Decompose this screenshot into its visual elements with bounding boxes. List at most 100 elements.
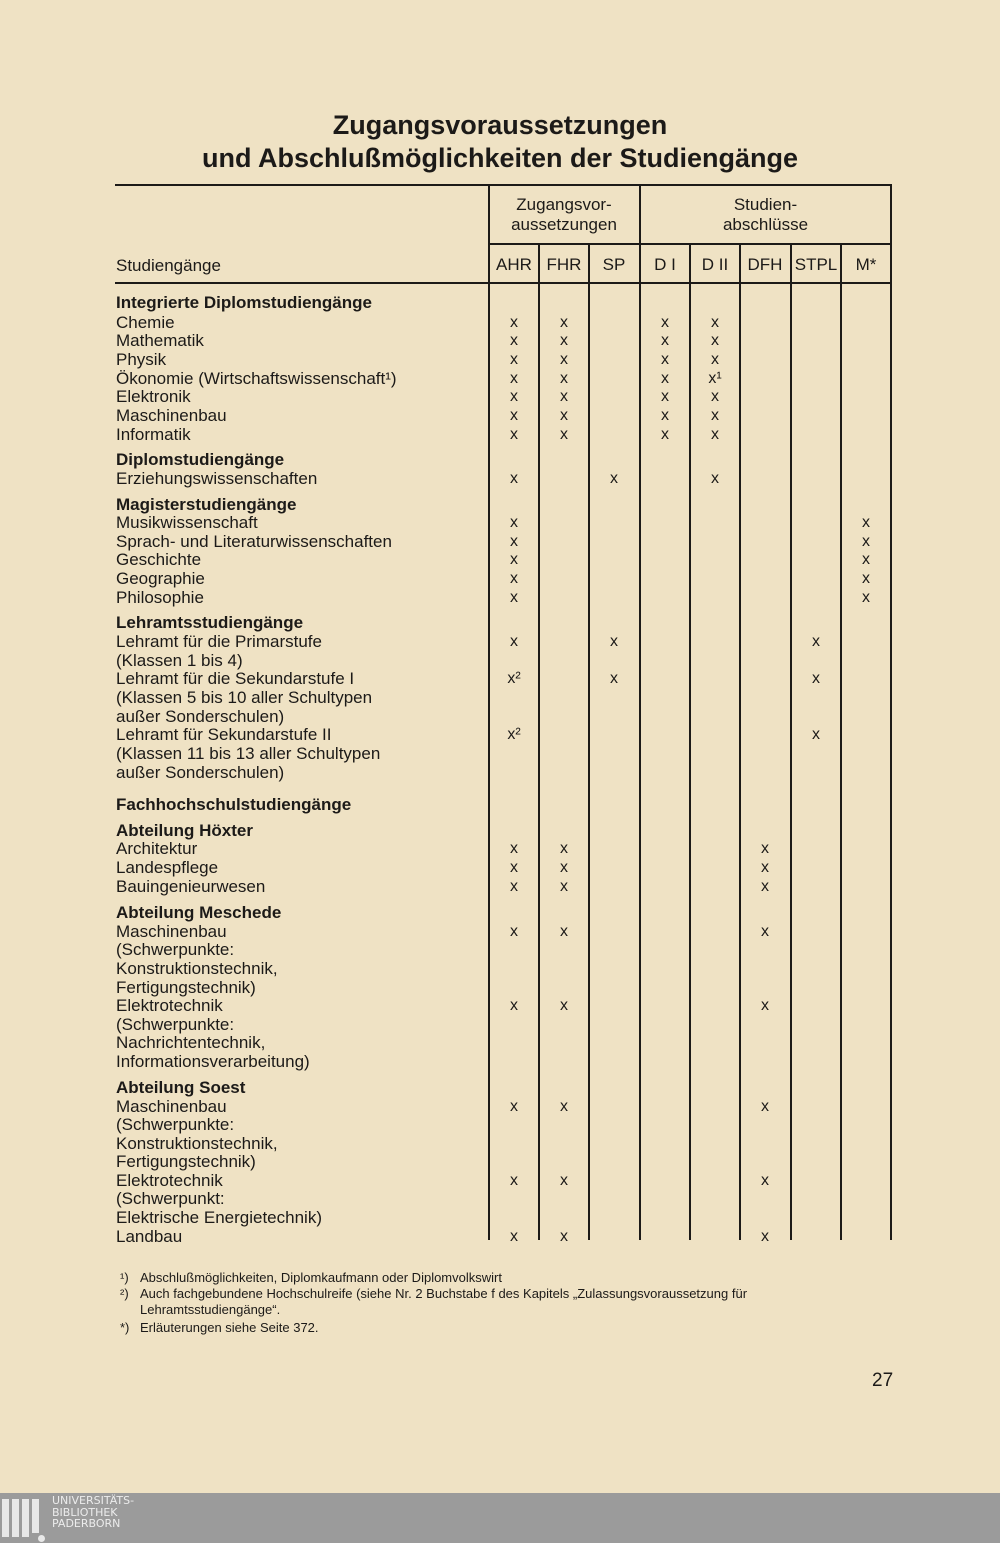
cell-mark: x xyxy=(761,1172,769,1189)
column-rule xyxy=(488,184,490,1240)
section-heading: Abteilung Meschede xyxy=(116,903,282,922)
table-row-label: Landbau xyxy=(116,1227,183,1246)
cell-mark: x xyxy=(510,1228,518,1245)
footnote-2: ²) Auch fachgebundene Hochschulreife (sie… xyxy=(120,1286,748,1301)
table-row-label: (Schwerpunkte: xyxy=(116,1015,235,1034)
cell-mark: x xyxy=(510,1172,518,1189)
cell-mark: x xyxy=(560,878,568,895)
cell-mark: x xyxy=(761,859,769,876)
column-header: D II xyxy=(701,255,729,274)
cell-mark: x xyxy=(510,407,518,424)
table-row-label: Elektrotechnik xyxy=(116,996,223,1015)
cell-mark: x xyxy=(510,370,518,387)
cell-mark: x xyxy=(510,997,518,1014)
cell-mark: x¹ xyxy=(708,370,722,387)
table-row-label: Konstruktionstechnik, xyxy=(116,959,278,978)
group-header-zugang: Zugangsvor- aussetzungen xyxy=(511,195,617,234)
section-heading: Abteilung Soest xyxy=(116,1078,246,1097)
table-row-label: Philosophie xyxy=(116,588,204,607)
footnote-star: *) Erläuterungen siehe Seite 372. xyxy=(120,1320,319,1335)
table-row-label: Erziehungswissenschaften xyxy=(116,469,318,488)
cell-mark: x xyxy=(510,314,518,331)
table-row-label: Geographie xyxy=(116,569,205,588)
cell-mark: x xyxy=(711,407,719,424)
cell-mark: x xyxy=(510,388,518,405)
section-heading: Diplomstudiengänge xyxy=(116,450,285,469)
table-row-label: Informatik xyxy=(116,425,191,444)
table-row-label: Elektrische Energietechnik) xyxy=(116,1208,322,1227)
column-rule xyxy=(739,243,741,1240)
group-header-abschluesse: Studien- abschlüsse xyxy=(722,195,809,234)
cell-mark: x xyxy=(661,332,669,349)
cell-mark: x xyxy=(610,470,618,487)
cell-mark: x xyxy=(711,351,719,368)
cell-mark: x xyxy=(711,470,719,487)
cell-mark: x xyxy=(761,997,769,1014)
table-row-label: Physik xyxy=(116,350,167,369)
table-row-label: (Schwerpunkt: xyxy=(116,1189,225,1208)
column-rule xyxy=(639,184,641,1240)
cell-mark: x xyxy=(510,923,518,940)
table-row-label: Lehramt für die Primarstufe xyxy=(116,632,322,651)
section-heading: Fachhochschulstudiengänge xyxy=(116,795,352,814)
cell-mark: x xyxy=(711,314,719,331)
cell-mark: x xyxy=(510,551,518,568)
cell-mark: x xyxy=(560,332,568,349)
cell-mark: x xyxy=(862,551,870,568)
column-rule xyxy=(689,243,691,1240)
cell-mark: x xyxy=(510,514,518,531)
table-row-label: Lehramt für die Sekundarstufe I xyxy=(116,669,355,688)
cell-mark: x xyxy=(560,923,568,940)
column-header: D I xyxy=(654,255,676,274)
cell-mark: x xyxy=(812,726,820,743)
cell-mark: x xyxy=(560,426,568,443)
table-row-label: Architektur xyxy=(116,839,198,858)
cell-mark: x xyxy=(510,633,518,650)
table-row-label: Musikwissenschaft xyxy=(116,513,258,532)
cell-mark: x xyxy=(510,533,518,550)
table-row-label: Bauingenieurwesen xyxy=(116,877,266,896)
table-row-label: Informationsverarbeitung) xyxy=(116,1052,310,1071)
section-heading: Abteilung Höxter xyxy=(116,821,253,840)
cell-mark: x² xyxy=(507,670,521,687)
table-row-label: (Klassen 5 bis 10 aller Schultypen xyxy=(116,688,373,707)
cell-mark: x xyxy=(610,633,618,650)
cell-mark: x xyxy=(862,533,870,550)
table-row-label: Elektronik xyxy=(116,387,191,406)
column-header: FHR xyxy=(546,255,582,274)
table-row-label: Maschinenbau xyxy=(116,1097,227,1116)
table-row-label: Chemie xyxy=(116,313,175,332)
table-row-label: (Klassen 11 bis 13 aller Schultypen xyxy=(116,744,381,763)
cell-mark: x xyxy=(510,470,518,487)
table-row-label: Nachrichtentechnik, xyxy=(116,1033,266,1052)
cell-mark: x xyxy=(761,1228,769,1245)
cell-mark: x xyxy=(510,332,518,349)
table-row-label: Konstruktionstechnik, xyxy=(116,1134,278,1153)
cell-mark: x xyxy=(661,314,669,331)
footnote-2-cont: Lehramtsstudiengänge“. xyxy=(140,1302,281,1317)
cell-mark: x xyxy=(560,314,568,331)
column-rule xyxy=(890,184,892,1240)
table-row-label: Ökonomie (Wirtschaftswissenschaft¹) xyxy=(116,369,397,388)
column-header: DFH xyxy=(747,255,783,274)
cell-mark: x xyxy=(661,351,669,368)
header-bottom-rule xyxy=(115,282,892,284)
table-row-label: (Schwerpunkte: xyxy=(116,1115,235,1134)
cell-mark: x xyxy=(862,589,870,606)
table-row-label: Geschichte xyxy=(116,550,202,569)
cell-mark: x xyxy=(862,570,870,587)
table-row-label: außer Sonderschulen) xyxy=(116,763,285,782)
cell-mark: x xyxy=(711,426,719,443)
cell-mark: x xyxy=(761,878,769,895)
table-row-label: Fertigungstechnik) xyxy=(116,978,256,997)
cell-mark: x xyxy=(812,670,820,687)
cell-mark: x xyxy=(510,859,518,876)
table-top-rule xyxy=(115,184,892,186)
cell-mark: x xyxy=(560,997,568,1014)
cell-mark: x xyxy=(560,840,568,857)
library-footer-bar: UNIVERSITÄTS- BIBLIOTHEK PADERBORN xyxy=(0,1493,1000,1543)
cell-mark: x xyxy=(560,370,568,387)
page-title-line-1: Zugangsvoraussetzungen xyxy=(332,110,668,140)
cell-mark: x xyxy=(610,670,618,687)
footnote-1: ¹) Abschlußmöglichkeiten, Diplomkaufmann … xyxy=(120,1270,502,1285)
